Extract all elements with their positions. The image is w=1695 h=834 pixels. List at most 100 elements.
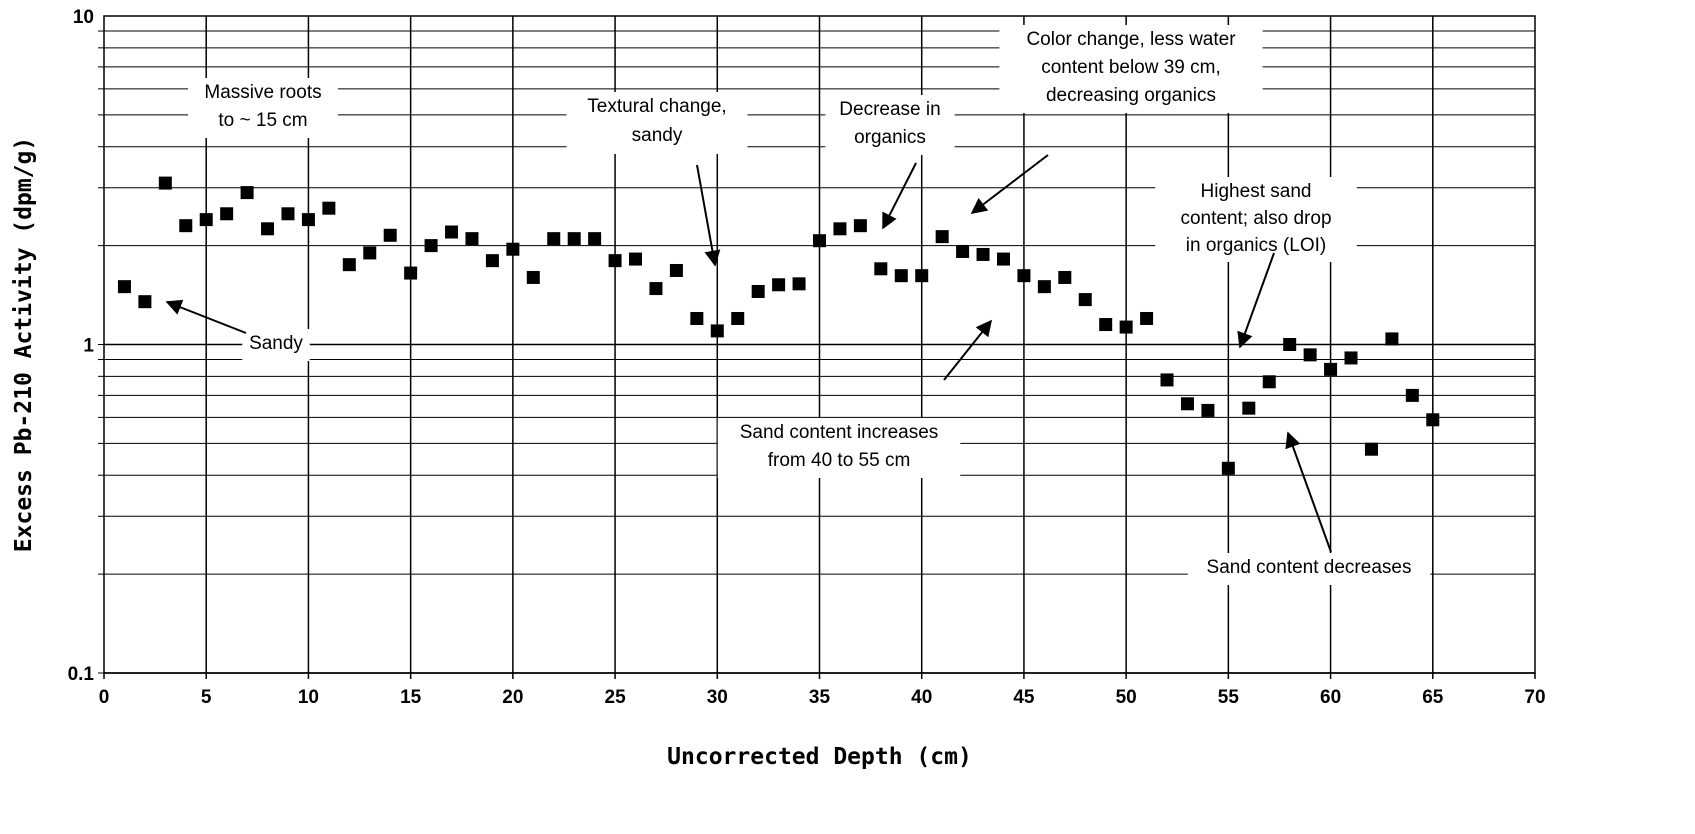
annotation-box [188, 78, 338, 138]
data-point [1078, 293, 1092, 307]
annotation-text: Sandy [249, 333, 303, 354]
data-point [1426, 413, 1440, 427]
data-point [526, 270, 540, 284]
data-point [1160, 373, 1174, 387]
data-point [751, 284, 765, 298]
x-tick-label: 60 [1320, 687, 1341, 708]
x-axis-title: Uncorrected Depth (cm) [667, 744, 972, 770]
data-point [1283, 338, 1297, 351]
annotation-text: content; also drop [1180, 208, 1331, 229]
annotation-text: organics [854, 127, 926, 148]
annotation-arrow [943, 319, 992, 381]
x-tick-label: 45 [1013, 687, 1035, 708]
data-point [996, 252, 1010, 266]
data-point [874, 262, 888, 276]
data-point [833, 222, 847, 236]
data-point [608, 254, 622, 268]
data-point [1221, 461, 1235, 475]
data-point [669, 263, 683, 277]
data-point [792, 277, 806, 291]
data-point [179, 219, 193, 233]
annotation-arrow [970, 154, 1049, 214]
data-point [956, 244, 970, 258]
plot-area-frame [103, 15, 1536, 674]
axis-ticks: 0 5 10 15 20 25 30 35 40 45 50 55 60 65 70 0.1 1 10 [68, 7, 1546, 708]
data-point [158, 176, 172, 190]
data-point [261, 222, 275, 236]
data-point [1242, 401, 1256, 415]
annotation-box [1155, 177, 1357, 262]
x-tick-label: 65 [1422, 687, 1444, 708]
annotation-text: Textural change, [587, 96, 726, 117]
x-tick-label: 20 [502, 687, 523, 708]
data-point [363, 246, 377, 260]
annotation-box [1187, 553, 1431, 585]
annotation-text: decreasing organics [1046, 85, 1216, 106]
data-point [138, 295, 152, 309]
data-point [445, 225, 459, 239]
data-point [404, 266, 418, 280]
data-point [588, 232, 602, 246]
data-point [731, 311, 745, 325]
x-tick-label: 40 [911, 687, 932, 708]
data-point [322, 201, 336, 215]
annotation-text: sandy [632, 125, 683, 146]
annotation-arrow [696, 164, 721, 267]
x-tick-label: 0 [99, 687, 110, 708]
annotation-text: Decrease in [839, 99, 940, 120]
data-point [1140, 311, 1154, 325]
data-point [1099, 318, 1113, 332]
data-point [485, 254, 499, 268]
data-point [1324, 362, 1338, 376]
x-tick-label: 5 [201, 687, 212, 708]
annotation-arrow [882, 162, 917, 230]
x-tick-label: 55 [1218, 687, 1240, 708]
data-point [915, 269, 929, 283]
y-tick-label: 1 [83, 336, 94, 357]
data-point [772, 278, 786, 292]
data-point [1405, 388, 1419, 402]
x-tick-label: 25 [605, 687, 627, 708]
y-tick-label: 0.1 [68, 664, 95, 685]
data-point [117, 280, 131, 294]
annotation-text: Color change, less water [1026, 29, 1236, 50]
x-tick-label: 35 [809, 687, 831, 708]
data-point [1119, 320, 1133, 334]
data-point [1180, 397, 1194, 411]
data-point [976, 247, 990, 261]
x-tick-label: 10 [298, 687, 319, 708]
annotation-text: Sand content decreases [1207, 557, 1412, 578]
data-point [710, 324, 724, 338]
data-point [547, 232, 561, 246]
annotation-box [566, 92, 748, 154]
data-point [1262, 375, 1276, 389]
data-point [383, 228, 397, 242]
data-point [199, 213, 213, 227]
data-point [813, 234, 826, 248]
data-points [117, 176, 1440, 475]
data-point [1364, 442, 1378, 456]
data-point [935, 230, 949, 244]
x-tick-label: 15 [400, 687, 422, 708]
annotation-arrow [1285, 431, 1332, 553]
annotations: Massive roots to ~ 15 cm Sandy Textural cha… [165, 25, 1431, 585]
data-point [567, 232, 581, 246]
annotation-text: Highest sand [1201, 181, 1312, 202]
annotation-text: Sand content increases [740, 422, 939, 443]
annotation-text: to ~ 15 cm [218, 110, 307, 131]
y-tick-label: 10 [73, 7, 94, 28]
x-tick-label: 70 [1524, 687, 1545, 708]
data-point [1303, 348, 1317, 362]
annotation-text: from 40 to 55 cm [768, 450, 911, 471]
annotation-box [242, 329, 310, 361]
annotation-arrow [1237, 252, 1275, 349]
data-point [1037, 280, 1051, 294]
data-point [690, 311, 704, 325]
data-point [649, 282, 663, 296]
data-point [465, 232, 479, 246]
annotation-text: content below 39 cm, [1041, 57, 1221, 78]
data-point [1385, 332, 1399, 346]
data-point [894, 269, 908, 283]
data-point [506, 242, 520, 256]
